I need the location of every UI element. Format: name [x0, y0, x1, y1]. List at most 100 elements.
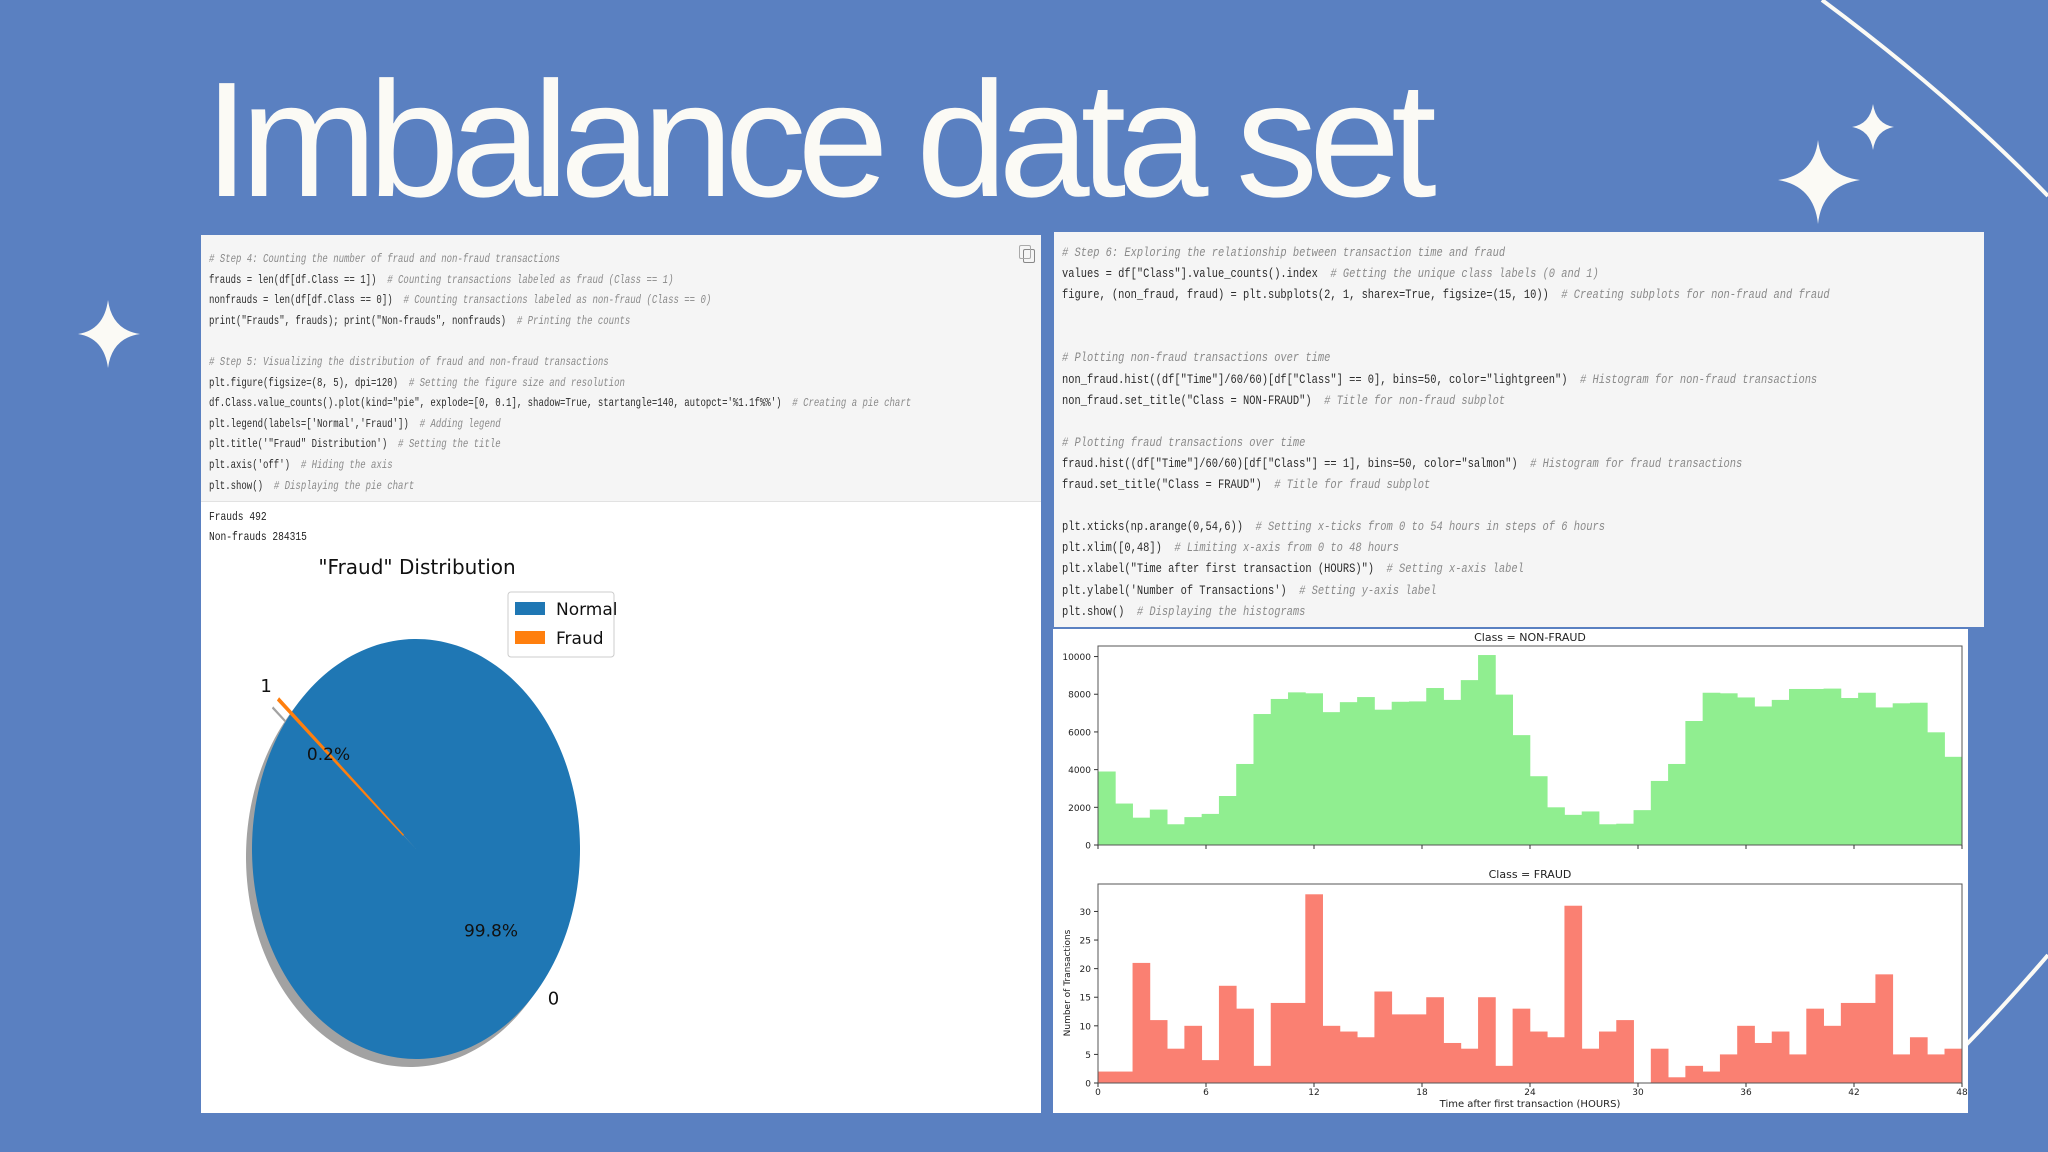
histogram-bar — [1598, 824, 1617, 845]
histogram-bar — [1460, 680, 1479, 845]
x-tick-label: 6 — [1203, 1088, 1209, 1098]
x-tick-label: 24 — [1524, 1088, 1536, 1098]
code-text: plt.ylabel('Number of Transactions') — [1062, 582, 1300, 598]
output-line: Frauds 492 — [209, 510, 267, 524]
code-line: non_fraud.set_title("Class = NON-FRAUD")… — [1062, 390, 1830, 411]
code-line: plt.legend(labels=['Normal','Fraud']) # … — [209, 414, 911, 435]
pie-legend: Normal Fraud — [507, 591, 618, 658]
code-comment: # Creating subplots for non-fraud and fr… — [1561, 287, 1830, 303]
histogram-bar — [1564, 905, 1583, 1083]
histogram-bar — [1944, 756, 1963, 845]
histogram-bar — [1944, 1048, 1963, 1083]
histogram-bar — [1305, 894, 1323, 1083]
code-line: # Step 6: Exploring the relationship bet… — [1062, 242, 1830, 263]
code-line: figure, (non_fraud, fraud) = plt.subplot… — [1062, 284, 1830, 305]
histogram-bar — [1288, 1002, 1306, 1083]
pie-percent-label: 0.2% — [307, 745, 350, 765]
histogram-bar — [1426, 688, 1444, 845]
histogram-bar — [1478, 655, 1496, 845]
histogram-bar — [1529, 776, 1548, 845]
code-line: fraud.hist((df["Time"]/60/60)[df["Class"… — [1062, 453, 1830, 474]
histogram-bar — [1789, 688, 1807, 845]
histogram-bar — [1909, 702, 1928, 845]
histogram-bar — [1840, 1002, 1859, 1083]
y-tick-label: 10000 — [1062, 653, 1091, 663]
code-comment: # Counting transactions labeled as fraud… — [387, 272, 674, 287]
histogram-bar — [1495, 694, 1514, 845]
code-text — [209, 334, 214, 348]
code-block[interactable]: # Step 6: Exploring the relationship bet… — [1062, 242, 1830, 622]
histogram-bar — [1840, 698, 1859, 845]
histogram-bar — [1581, 1048, 1600, 1083]
histogram-bar — [1823, 1025, 1842, 1083]
histogram-bar — [1478, 997, 1496, 1083]
histogram-bar — [1858, 1002, 1876, 1083]
histogram-bar — [1771, 699, 1790, 845]
histogram-bar — [1875, 707, 1894, 845]
code-line: # Step 4: Counting the number of fraud a… — [209, 249, 911, 270]
histogram-bar — [1858, 692, 1876, 845]
code-line — [1062, 411, 1830, 432]
histogram-bar — [1115, 1071, 1133, 1083]
histogram-bar — [1719, 1054, 1738, 1083]
decorative-arc-bottom — [1964, 953, 2048, 1047]
histogram-chart: Class = NON-FRAUD0200040006000800010000C… — [1062, 631, 1968, 1110]
histogram-bar — [1288, 692, 1306, 845]
code-text — [1062, 329, 1068, 344]
x-tick-label: 30 — [1632, 1088, 1644, 1098]
code-comment: # Step 5: Visualizing the distribution o… — [209, 354, 609, 369]
code-text: plt.legend(labels=['Normal','Fraud']) — [209, 416, 420, 431]
code-comment: # Displaying the pie chart — [273, 478, 415, 493]
histogram-bar — [1167, 1048, 1185, 1083]
histogram-bar — [1357, 1037, 1375, 1083]
histogram-bar — [1253, 1065, 1272, 1083]
histogram-bar — [1098, 771, 1116, 845]
histogram-bar — [1737, 1025, 1755, 1083]
histogram-bar — [1512, 735, 1531, 845]
histogram-title: Class = FRAUD — [1489, 868, 1572, 881]
y-tick-label: 15 — [1080, 994, 1091, 1004]
y-tick-label: 0 — [1085, 1080, 1091, 1090]
histogram-bar — [1374, 709, 1393, 845]
histogram-bar — [1339, 1031, 1358, 1083]
code-text: values = df["Class"].value_counts().inde… — [1062, 266, 1331, 282]
code-line: plt.show() # Displaying the histograms — [1062, 601, 1830, 622]
decorative-arc-top — [1820, 0, 2048, 198]
histogram-bar — [1322, 712, 1341, 845]
code-text: fraud.hist((df["Time"]/60/60)[df["Class"… — [1062, 455, 1531, 471]
code-line — [209, 331, 911, 352]
slide-title: Imbalance data set — [204, 48, 1437, 231]
y-tick-label: 5 — [1085, 1051, 1091, 1061]
pie-slice-fraud — [276, 697, 405, 836]
code-line: fraud.set_title("Class = FRAUD") # Title… — [1062, 474, 1830, 495]
histogram-bar — [1581, 811, 1600, 845]
code-comment: # Adding legend — [419, 416, 501, 431]
histogram-bar — [1184, 1025, 1203, 1083]
y-tick-label: 2000 — [1068, 804, 1091, 814]
output-line: Non-frauds 284315 — [209, 530, 307, 544]
histogram-bar — [1668, 1077, 1686, 1083]
histogram-bar — [1702, 1071, 1721, 1083]
code-comment: # Setting the figure size and resolution — [408, 375, 625, 390]
histogram-bar — [1909, 1037, 1928, 1083]
copy-icon[interactable] — [1019, 245, 1035, 263]
histogram-bar — [1616, 823, 1634, 845]
code-line: non_fraud.hist((df["Time"]/60/60)[df["Cl… — [1062, 369, 1830, 390]
histogram-title: Class = NON-FRAUD — [1474, 631, 1586, 644]
legend-swatch-fraud — [515, 631, 545, 644]
histogram-bar — [1892, 1054, 1911, 1083]
code-text: plt.show() — [209, 478, 274, 493]
code-line: plt.xlabel("Time after first transaction… — [1062, 558, 1830, 579]
code-comment: # Plotting fraud transactions over time — [1062, 434, 1306, 450]
y-tick-label: 20 — [1080, 965, 1092, 975]
histogram-bar — [1322, 1025, 1341, 1083]
histogram-bar — [1149, 1020, 1168, 1083]
code-editor[interactable]: # Step 4: Counting the number of fraud a… — [201, 235, 1041, 502]
histogram-bar — [1132, 817, 1151, 845]
code-text: plt.title('"Fraud" Distribution') — [209, 437, 399, 452]
sparkle-icon-left — [78, 300, 140, 368]
histogram-bar — [1149, 809, 1168, 845]
histogram-bar — [1357, 697, 1375, 845]
code-text: df.Class.value_counts().plot(kind="pie",… — [209, 396, 793, 411]
code-line: # Plotting fraud transactions over time — [1062, 432, 1830, 453]
